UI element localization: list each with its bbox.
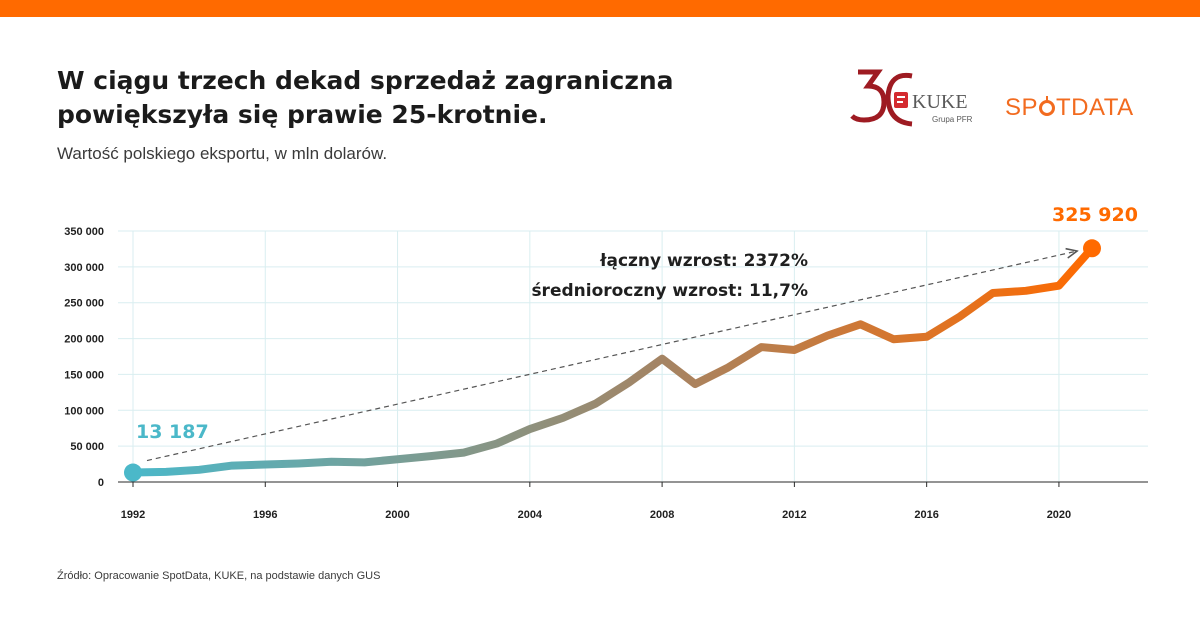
chart-subtitle: Wartość polskiego eksportu, w mln dolaró… (57, 144, 388, 163)
y-tick-label: 0 (98, 477, 104, 489)
y-tick-label: 350 000 (64, 226, 104, 238)
source-note: Źródło: Opracowanie SpotData, KUKE, na p… (57, 570, 381, 582)
trend-arrow (146, 251, 1076, 462)
x-tick-label: 1992 (121, 509, 145, 521)
y-tick-label: 150 000 (64, 369, 104, 381)
spotdata-logo-post: TDATA (1056, 94, 1134, 121)
x-tick-label: 2004 (518, 509, 543, 521)
start-point (124, 463, 142, 482)
y-tick-label: 300 000 (64, 262, 104, 274)
chart-title: W ciągu trzech dekad sprzedaż zagraniczn… (57, 66, 674, 129)
end-point (1083, 239, 1101, 258)
annual-growth-annotation: średnioroczny wzrost: 11,7% (531, 281, 808, 301)
kuke-zero-mark (885, 72, 913, 127)
x-tick-label: 2020 (1047, 509, 1071, 521)
kuke-logo: KUKE Grupa PFR (850, 69, 973, 127)
series-line (129, 244, 1096, 477)
y-tick-label: 50 000 (70, 441, 104, 453)
y-tick-label: 250 000 (64, 298, 104, 310)
top-accent-bar (0, 0, 1200, 17)
y-tick-label: 200 000 (64, 334, 104, 346)
spotdata-logo: SP TDATA (1005, 94, 1134, 122)
kuke-sub: Grupa PFR (932, 115, 973, 124)
x-tick-label: 2016 (914, 509, 938, 521)
spotdata-o-icon (1039, 96, 1056, 116)
x-tick-label: 2000 (385, 509, 409, 521)
spotdata-logo-pre: SP (1005, 94, 1039, 121)
kuke-name: KUKE (912, 91, 968, 113)
x-tick-label: 1996 (253, 509, 277, 521)
x-tick-label: 2008 (650, 509, 674, 521)
total-growth-annotation: łączny wzrost: 2372% (599, 251, 808, 271)
kuke-30-mark (850, 69, 887, 123)
start-value-label: 13 187 (136, 421, 209, 443)
end-value-label: 325 920 (1052, 204, 1138, 226)
x-tick-label: 2012 (782, 509, 806, 521)
y-tick-label: 100 000 (64, 405, 104, 417)
